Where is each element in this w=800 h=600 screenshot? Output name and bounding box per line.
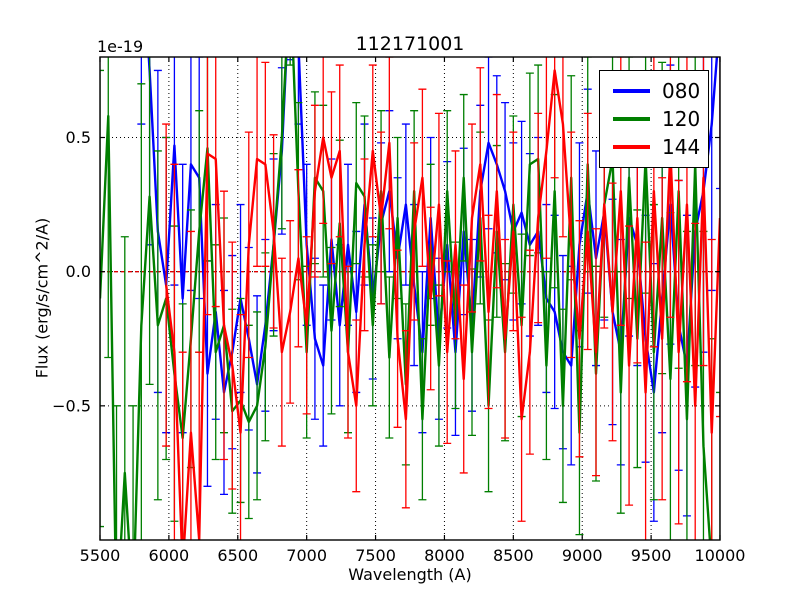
svg-text:5500: 5500 (80, 546, 121, 565)
svg-text:−0.5: −0.5 (52, 396, 91, 415)
legend: 080 120 144 (599, 70, 709, 168)
x-tick-labels: 5500 6000 6500 7000 7500 8000 8500 9000 9500 1000… (80, 546, 746, 565)
legend-item-120: 120 (600, 105, 708, 133)
legend-label: 144 (662, 135, 701, 159)
svg-text:6500: 6500 (217, 546, 258, 565)
svg-text:9000: 9000 (562, 546, 603, 565)
x-axis-label: Wavelength (A) (348, 565, 472, 584)
legend-item-080: 080 (600, 77, 708, 105)
legend-line-swatch-120 (613, 117, 650, 121)
legend-line-swatch-080 (613, 89, 650, 93)
axes-frame (99, 56, 721, 541)
svg-text:10000: 10000 (695, 546, 746, 565)
series-group (100, 57, 720, 540)
legend-label: 080 (662, 79, 701, 103)
errorbar-caps-144 (162, 57, 720, 540)
chart-title: 112171001 (355, 33, 465, 55)
y-axis-label: Flux (erg/s/cm^2/A) (32, 217, 52, 379)
line-144 (164, 69, 720, 540)
series-144 (162, 57, 720, 540)
svg-text:7000: 7000 (286, 546, 327, 565)
svg-text:0.5: 0.5 (66, 128, 91, 147)
svg-text:0.0: 0.0 (66, 262, 91, 281)
line-120 (100, 57, 712, 540)
legend-item-144: 144 (600, 133, 708, 161)
y-axis-offset-text: 1e-19 (97, 37, 144, 56)
svg-text:8000: 8000 (424, 546, 465, 565)
legend-line-swatch-144 (613, 145, 650, 149)
svg-text:9500: 9500 (631, 546, 672, 565)
y-tick-labels: 0.5 0.0 −0.5 (52, 128, 91, 415)
legend-label: 120 (662, 107, 701, 131)
svg-text:8500: 8500 (493, 546, 534, 565)
svg-text:7500: 7500 (355, 546, 396, 565)
axis-ticks (99, 57, 721, 540)
svg-text:6000: 6000 (149, 546, 190, 565)
